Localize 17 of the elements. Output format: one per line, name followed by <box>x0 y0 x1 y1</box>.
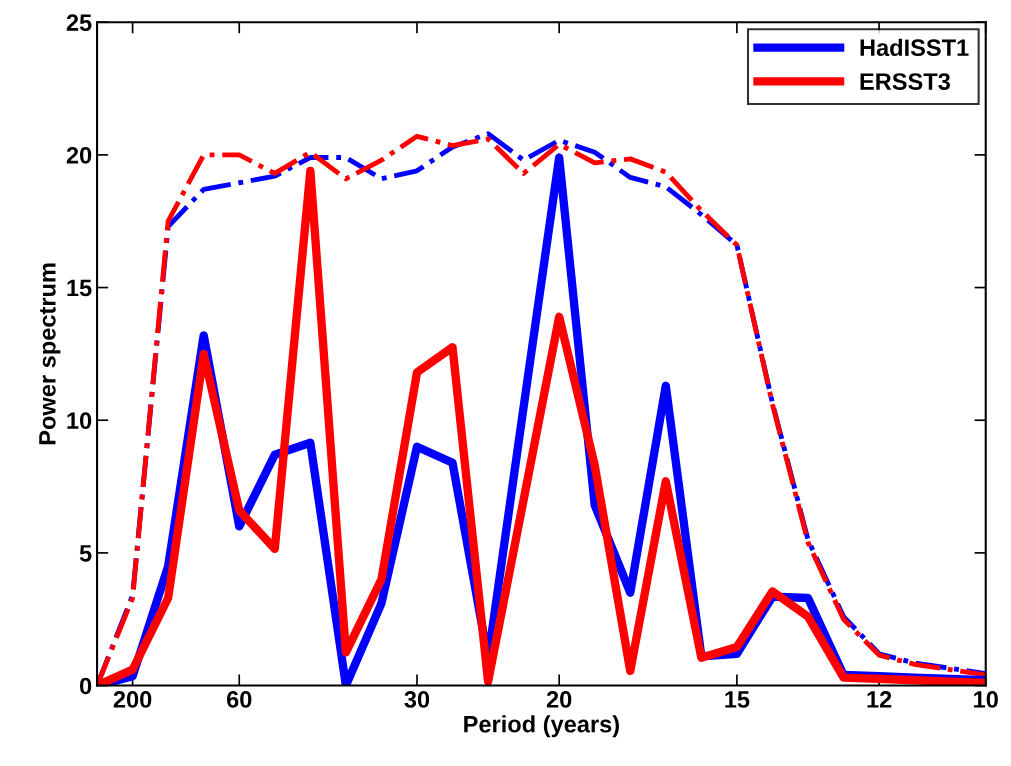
x-tick-label: 10 <box>974 691 998 708</box>
y-tick-label: 5 <box>79 545 92 562</box>
y-axis-title: Power spectrum <box>39 263 61 445</box>
x-tick-label: 30 <box>404 691 430 708</box>
x-tick-label: 20 <box>546 691 572 708</box>
y-tick-label: 15 <box>67 279 92 297</box>
legend-label: HadISST1 <box>860 38 969 57</box>
x-tick-label: 15 <box>725 691 750 708</box>
x-tick-label: 200 <box>113 691 152 708</box>
y-tick-label: 0 <box>80 677 92 695</box>
x-axis-title: Period (years) <box>464 715 619 738</box>
y-tick-label: 10 <box>67 412 92 430</box>
legend-label: ERSST3 <box>860 73 950 90</box>
x-tick-label: 12 <box>867 691 892 708</box>
y-tick-label: 25 <box>66 14 92 31</box>
x-tick-label: 60 <box>226 691 252 708</box>
y-tick-label: 20 <box>66 146 92 164</box>
